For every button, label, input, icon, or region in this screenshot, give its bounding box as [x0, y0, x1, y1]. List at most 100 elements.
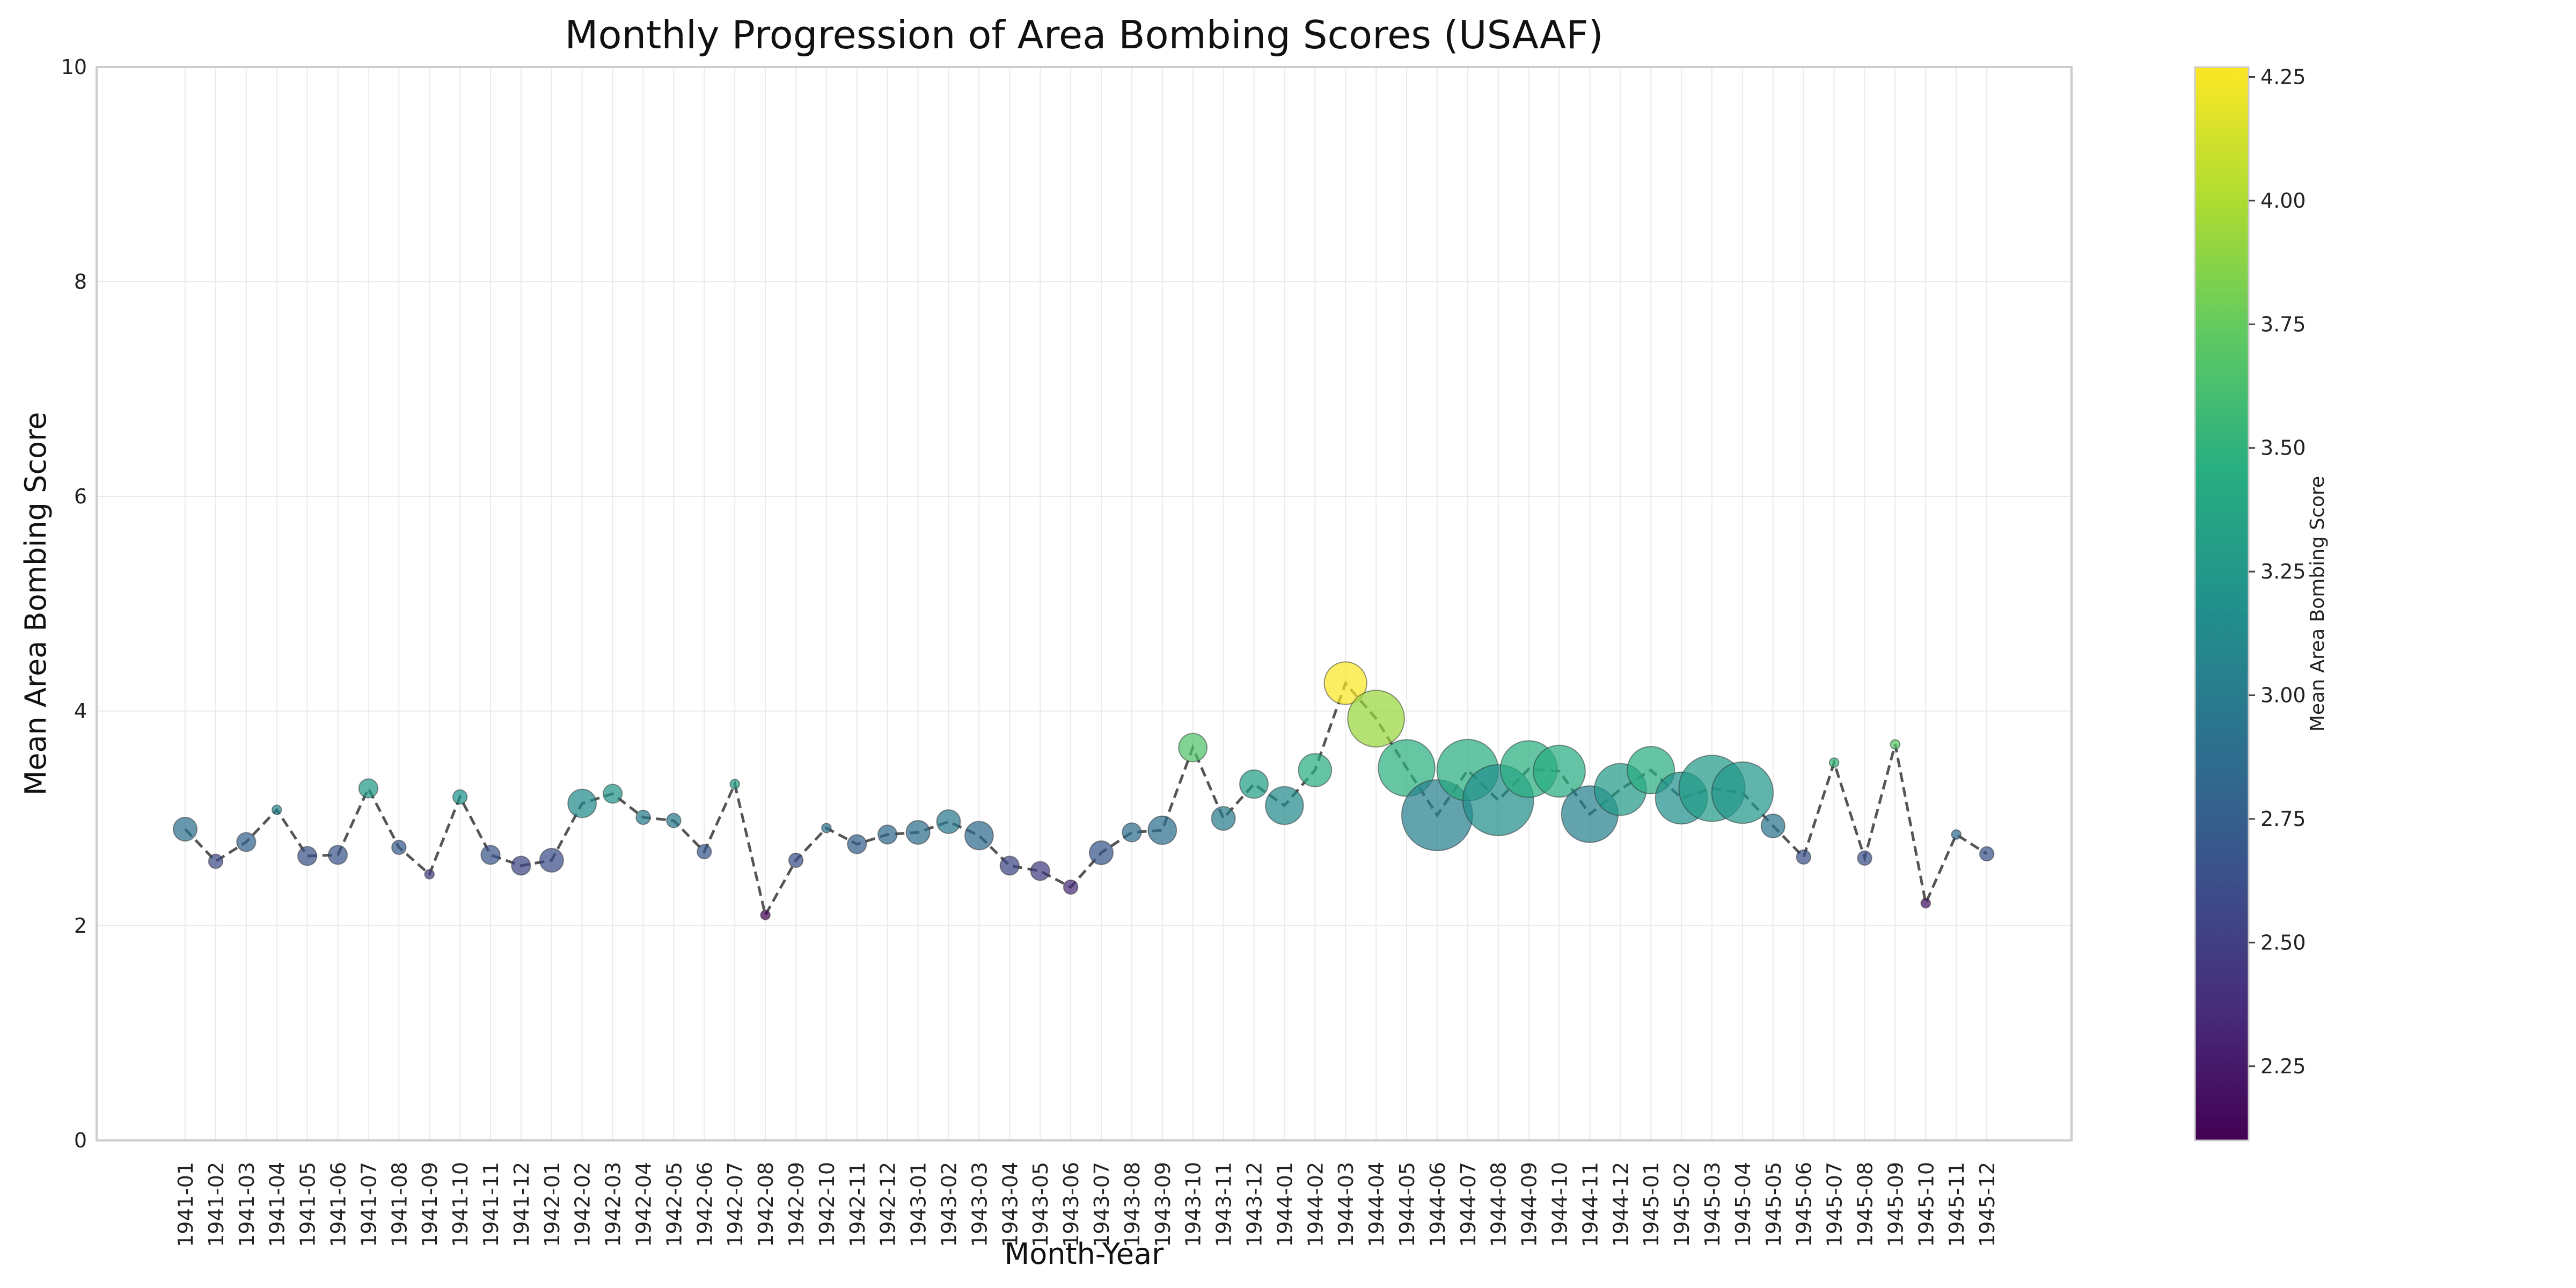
data-point — [666, 813, 682, 829]
colorbar-tick-label: 3.00 — [2260, 684, 2306, 707]
data-point — [511, 855, 531, 876]
data-point — [1828, 757, 1840, 768]
colorbar-tick-label: 3.25 — [2260, 560, 2306, 583]
data-point — [1796, 849, 1811, 865]
data-point — [539, 848, 564, 873]
x-tick-label: 1944-07 — [1457, 1162, 1480, 1247]
data-point — [1239, 769, 1269, 799]
x-tick-label: 1941-06 — [327, 1162, 350, 1247]
x-tick-label: 1945-08 — [1854, 1162, 1877, 1247]
x-tick-label: 1945-09 — [1884, 1162, 1907, 1247]
x-tick-label: 1943-01 — [907, 1162, 931, 1247]
x-tick-label: 1943-04 — [998, 1162, 1022, 1247]
x-tick-label: 1943-06 — [1059, 1162, 1083, 1247]
data-point — [1265, 786, 1304, 825]
x-tick-label: 1945-06 — [1792, 1162, 1816, 1247]
x-tick-label: 1941-08 — [387, 1162, 411, 1247]
x-tick-label: 1943-02 — [938, 1162, 961, 1247]
data-point — [635, 809, 651, 825]
x-tick-label: 1941-07 — [357, 1162, 380, 1247]
x-tick-label: 1945-11 — [1945, 1162, 1968, 1247]
x-tick-label: 1943-03 — [968, 1162, 991, 1247]
x-tick-label: 1945-05 — [1762, 1162, 1785, 1247]
colorbar-tick-label: 4.25 — [2260, 65, 2306, 89]
x-tick-label: 1941-04 — [266, 1162, 289, 1247]
x-tick-label: 1941-11 — [479, 1162, 503, 1247]
x-tick-label: 1944-04 — [1365, 1162, 1388, 1247]
x-tick-label: 1942-05 — [662, 1162, 686, 1247]
data-point — [271, 804, 282, 815]
data-point — [1063, 879, 1079, 895]
x-tick-label: 1942-02 — [571, 1162, 595, 1247]
data-point — [1533, 744, 1586, 798]
x-tick-label: 1942-04 — [632, 1162, 656, 1247]
x-tick-label: 1942-11 — [846, 1162, 869, 1247]
data-point — [1089, 840, 1114, 865]
data-point — [1211, 806, 1236, 831]
data-point — [760, 910, 771, 920]
data-point — [1323, 661, 1367, 705]
data-point — [847, 834, 867, 854]
x-tick-label: 1943-09 — [1151, 1162, 1175, 1247]
data-point — [358, 778, 379, 799]
x-tick-label: 1941-09 — [418, 1162, 442, 1247]
x-tick-label: 1942-08 — [754, 1162, 778, 1247]
colorbar-label: Mean Area Bombing Score — [2307, 476, 2329, 731]
x-tick-label: 1943-08 — [1121, 1162, 1144, 1247]
data-points — [173, 661, 1995, 920]
data-point — [1979, 846, 1995, 862]
x-tick-label: 1942-07 — [723, 1162, 747, 1247]
colorbar-tick-label: 2.50 — [2260, 931, 2306, 954]
x-tick-label: 1943-10 — [1182, 1162, 1205, 1247]
x-tick-label: 1945-12 — [1975, 1162, 1999, 1247]
data-point — [1890, 739, 1901, 750]
data-point — [1920, 898, 1931, 909]
x-tick-label: 1945-01 — [1640, 1162, 1663, 1247]
x-tick-label: 1943-11 — [1212, 1162, 1236, 1247]
x-tick-label: 1941-05 — [296, 1162, 320, 1247]
data-point — [1857, 850, 1872, 866]
data-point — [1760, 814, 1785, 838]
data-point — [297, 846, 318, 866]
y-tick-label: 2 — [74, 914, 87, 938]
x-tick-label: 1944-05 — [1395, 1162, 1419, 1247]
x-tick-label: 1941-03 — [235, 1162, 259, 1247]
data-point — [480, 845, 501, 865]
x-tick-label: 1944-03 — [1334, 1162, 1358, 1247]
data-point — [1711, 761, 1774, 824]
x-tick-label: 1943-07 — [1090, 1162, 1114, 1247]
data-point — [729, 779, 740, 789]
data-point — [208, 853, 224, 869]
x-tick-label: 1942-10 — [815, 1162, 839, 1247]
data-point — [788, 852, 804, 868]
colorbar-tick-label: 4.00 — [2260, 189, 2306, 213]
colorbar — [2194, 66, 2250, 1141]
data-point — [1122, 822, 1142, 843]
data-point — [391, 839, 407, 855]
plot-frame — [96, 66, 2073, 1141]
x-tick-label: 1941-10 — [449, 1162, 472, 1247]
y-tick-label: 10 — [61, 55, 87, 79]
x-tick-label: 1942-06 — [693, 1162, 716, 1247]
colorbar-tick-label: 3.75 — [2260, 312, 2306, 336]
data-point — [1030, 861, 1050, 881]
data-point — [424, 869, 435, 880]
data-point — [1951, 829, 1962, 840]
x-tick-label: 1941-02 — [204, 1162, 228, 1247]
y-tick-label: 6 — [74, 485, 87, 508]
x-tick-label: 1944-01 — [1273, 1162, 1297, 1247]
data-point — [936, 809, 961, 834]
x-tick-label: 1944-02 — [1304, 1162, 1327, 1247]
data-point — [999, 855, 1020, 876]
data-point — [821, 823, 832, 833]
x-tick-label: 1942-12 — [876, 1162, 900, 1247]
x-tick-label: 1941-12 — [510, 1162, 533, 1247]
x-axis-label: Month-Year — [1005, 1237, 1164, 1271]
x-tick-label: 1945-10 — [1914, 1162, 1938, 1247]
data-point — [877, 824, 898, 845]
data-point — [697, 844, 712, 860]
colorbar-tick-label: 3.50 — [2260, 436, 2306, 460]
data-point — [236, 832, 257, 852]
